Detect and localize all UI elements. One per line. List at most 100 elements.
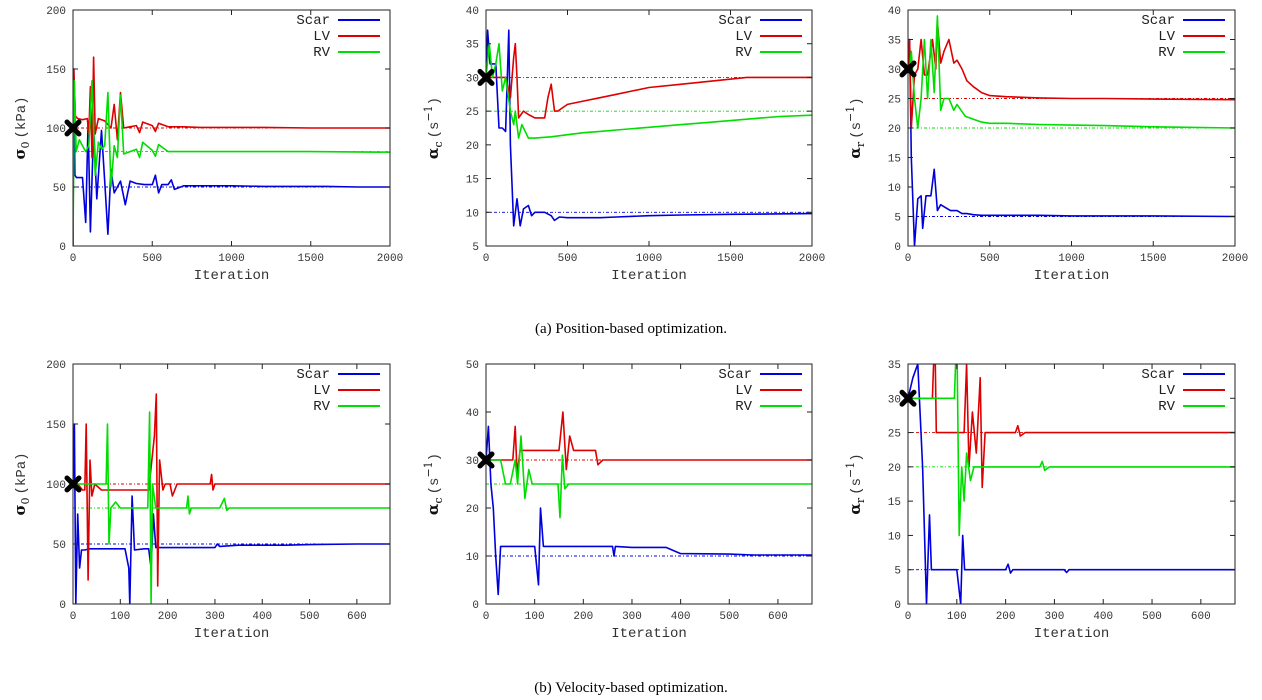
y-tick-label: 15	[888, 497, 901, 509]
x-tick-label: 200	[158, 611, 178, 623]
y-axis-subscript: c	[432, 497, 445, 503]
chart-panel-a3: 0 500 1000 1500 2000 0 5 10 15 20 25 30 35 40 Iteratio…	[844, 6, 1248, 284]
series-line-rv	[908, 364, 1235, 537]
start-marker-stroke	[899, 389, 917, 407]
y-tick-label: 10	[888, 531, 901, 543]
y-tick-label: 40	[466, 408, 479, 420]
y-tick-label: 10	[466, 208, 479, 220]
y-tick-label: 0	[472, 600, 479, 612]
y-tick-label: 50	[466, 360, 479, 372]
y-tick-label: 200	[46, 6, 66, 18]
y-axis-symbol: σ	[11, 148, 29, 159]
x-tick-label: 100	[947, 611, 967, 623]
x-tick-label: 100	[525, 611, 545, 623]
x-tick-label: 1000	[636, 253, 662, 265]
y-axis-subscript: 0	[19, 141, 32, 148]
x-tick-label: 500	[1142, 611, 1162, 623]
y-tick-label: 0	[894, 600, 901, 612]
y-tick-label: 35	[888, 36, 901, 48]
start-marker-x-icon	[899, 60, 917, 78]
y-tick-label: 0	[894, 242, 901, 254]
x-tick-label: 1000	[218, 253, 244, 265]
x-tick-label: 100	[110, 611, 130, 623]
y-axis-superscript: −1	[422, 461, 435, 477]
y-tick-label: 150	[46, 65, 66, 77]
plot-frame	[485, 363, 813, 605]
series-line-lv	[73, 56, 390, 246]
y-axis-unit: (kPa)	[14, 96, 30, 138]
start-marker-x-icon	[899, 389, 917, 407]
y-tick-label: 20	[888, 124, 901, 136]
y-tick-label: 100	[46, 480, 66, 492]
x-axis-label: Iteration	[611, 268, 687, 284]
y-tick-label: 25	[888, 95, 901, 107]
series-line-rv	[486, 42, 812, 139]
x-tick-label: 600	[768, 611, 788, 623]
y-axis-subscript: 0	[19, 497, 32, 504]
chart-panel-a2: 0 500 1000 1500 2000 5 10 15 20 25 30 35 40 Iteration…	[422, 6, 825, 284]
legend-label-scar: Scar	[296, 13, 330, 29]
start-marker-stroke	[477, 68, 495, 86]
x-tick-label: 300	[205, 611, 225, 623]
legend-label-rv: RV	[313, 45, 330, 61]
y-tick-label: 50	[53, 183, 66, 195]
series-line-rv	[73, 411, 390, 604]
y-tick-label: 25	[888, 429, 901, 441]
x-tick-label: 500	[558, 253, 578, 265]
legend-label-rv: RV	[735, 45, 752, 61]
x-tick-label: 0	[905, 253, 912, 265]
x-tick-label: 600	[347, 611, 367, 623]
y-axis-symbol: α	[846, 147, 864, 159]
x-tick-label: 500	[142, 253, 162, 265]
y-tick-label: 10	[466, 552, 479, 564]
y-axis-label: αr (s−1)	[844, 97, 867, 158]
caption-b: (b) Velocity-based optimization.	[534, 680, 727, 696]
legend-label-rv: RV	[1158, 45, 1175, 61]
chart-panel-b2: 0 100 200 300 400 500 600 0 10 20 30 40 50 Iteration α…	[422, 360, 813, 642]
legend-label-scar: Scar	[718, 13, 752, 29]
y-tick-label: 5	[472, 242, 479, 254]
y-axis-symbol: σ	[11, 504, 29, 515]
x-tick-label: 400	[671, 611, 691, 623]
x-tick-label: 2000	[377, 253, 403, 265]
start-marker-x-icon	[64, 475, 82, 493]
legend-label-scar: Scar	[1141, 367, 1175, 383]
series-line-lv	[486, 411, 812, 476]
y-axis-label: σ0 (kPa)	[11, 452, 32, 515]
x-tick-label: 500	[980, 253, 1000, 265]
y-tick-label: 0	[59, 600, 66, 612]
y-tick-label: 40	[888, 6, 901, 18]
series-line-scar	[73, 68, 390, 246]
series-line-rv	[486, 435, 812, 519]
legend-label-rv: RV	[735, 399, 752, 415]
series-line-scar	[486, 29, 812, 227]
y-axis-subscript: c	[432, 141, 445, 147]
x-tick-label: 0	[483, 611, 490, 623]
plot-frame	[907, 363, 1236, 605]
y-axis-superscript: −1	[844, 106, 857, 122]
x-tick-label: 200	[573, 611, 593, 623]
x-tick-label: 1000	[1058, 253, 1084, 265]
chart-panel-a1: 0 500 1000 1500 2000050100150200Iterationσ0(…	[11, 6, 403, 284]
series-line-lv	[73, 393, 390, 587]
y-tick-label: 40	[466, 6, 479, 18]
legend-label-lv: LV	[1158, 29, 1175, 45]
y-tick-label: 5	[894, 213, 901, 225]
x-tick-label: 0	[70, 253, 77, 265]
y-axis-subscript: r	[854, 497, 867, 503]
start-marker-stroke	[64, 119, 82, 137]
x-tick-label: 1500	[1140, 253, 1166, 265]
x-tick-label: 400	[252, 611, 272, 623]
x-tick-label: 2000	[799, 253, 825, 265]
legend-label-lv: LV	[313, 29, 330, 45]
y-axis-symbol: α	[424, 503, 442, 515]
series-line-scar	[908, 38, 1235, 246]
series-line-lv	[486, 42, 812, 119]
x-tick-label: 300	[622, 611, 642, 623]
y-tick-label: 0	[59, 242, 66, 254]
x-axis-label: Iteration	[194, 626, 270, 642]
start-marker-x-icon	[477, 68, 495, 86]
y-tick-label: 50	[53, 540, 66, 552]
chart-panel-b3: 0 100 200 300 400 500 600 0 5 10 15 20 25 30 35 Iterati…	[844, 360, 1236, 642]
